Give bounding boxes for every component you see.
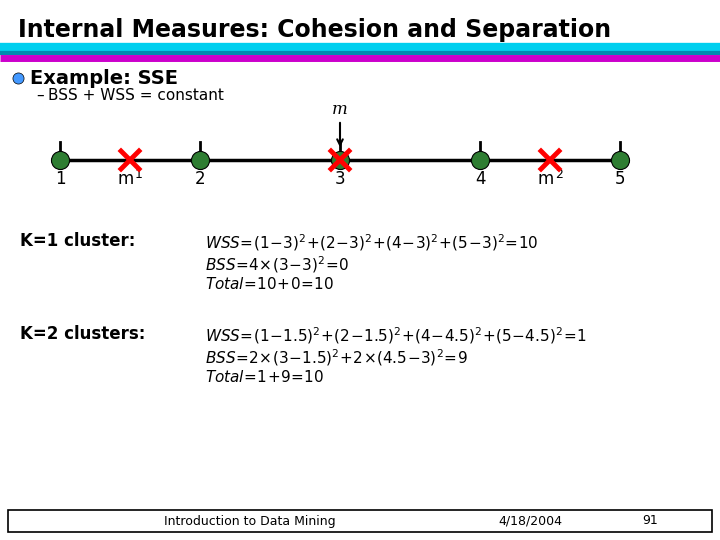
Text: 4: 4 <box>474 170 485 188</box>
Text: 91: 91 <box>642 515 658 528</box>
Text: $BSS\!=\!4\!\times\!(3\!-\!3)^2\!=\!0$: $BSS\!=\!4\!\times\!(3\!-\!3)^2\!=\!0$ <box>205 254 349 275</box>
Text: $Total\!=\!1\!+\!9\!=\!10$: $Total\!=\!1\!+\!9\!=\!10$ <box>205 369 324 385</box>
Text: $BSS\!=\!2\!\times\!(3\!-\!1.5)^2\!+\!2\!\times\!(4.5\!-\!3)^2\!=\!9$: $BSS\!=\!2\!\times\!(3\!-\!1.5)^2\!+\!2\… <box>205 347 468 368</box>
Text: $Total\!=\!10\!+\!0\!=\!10$: $Total\!=\!10\!+\!0\!=\!10$ <box>205 276 334 292</box>
Text: 1: 1 <box>135 168 143 181</box>
Text: 5: 5 <box>615 170 625 188</box>
Text: 4/18/2004: 4/18/2004 <box>498 515 562 528</box>
Text: K=1 cluster:: K=1 cluster: <box>20 232 135 250</box>
Text: 2: 2 <box>555 168 563 181</box>
Text: m: m <box>332 101 348 118</box>
Text: Example: SSE: Example: SSE <box>30 69 178 87</box>
Text: $WSS\!=\!(1\!-\!3)^2\!+\!(2\!-\!3)^2\!+\!(4\!-\!3)^2\!+\!(5\!-\!3)^2\!=\!10$: $WSS\!=\!(1\!-\!3)^2\!+\!(2\!-\!3)^2\!+\… <box>205 232 539 253</box>
Text: m: m <box>118 170 134 188</box>
Text: K=2 clusters:: K=2 clusters: <box>20 325 145 343</box>
Text: 2: 2 <box>194 170 205 188</box>
Text: 3: 3 <box>335 170 346 188</box>
Text: Internal Measures: Cohesion and Separation: Internal Measures: Cohesion and Separati… <box>18 18 611 42</box>
Text: m: m <box>538 170 554 188</box>
Text: Introduction to Data Mining: Introduction to Data Mining <box>164 515 336 528</box>
Text: –: – <box>36 87 44 103</box>
Text: 1: 1 <box>55 170 66 188</box>
Text: BSS + WSS = constant: BSS + WSS = constant <box>48 87 224 103</box>
Text: $WSS\!=\!(1\!-\!1.5)^2\!+\!(2\!-\!1.5)^2\!+\!(4\!-\!4.5)^2\!+\!(5\!-\!4.5)^2\!=\: $WSS\!=\!(1\!-\!1.5)^2\!+\!(2\!-\!1.5)^2… <box>205 325 587 346</box>
Bar <box>8 510 712 532</box>
